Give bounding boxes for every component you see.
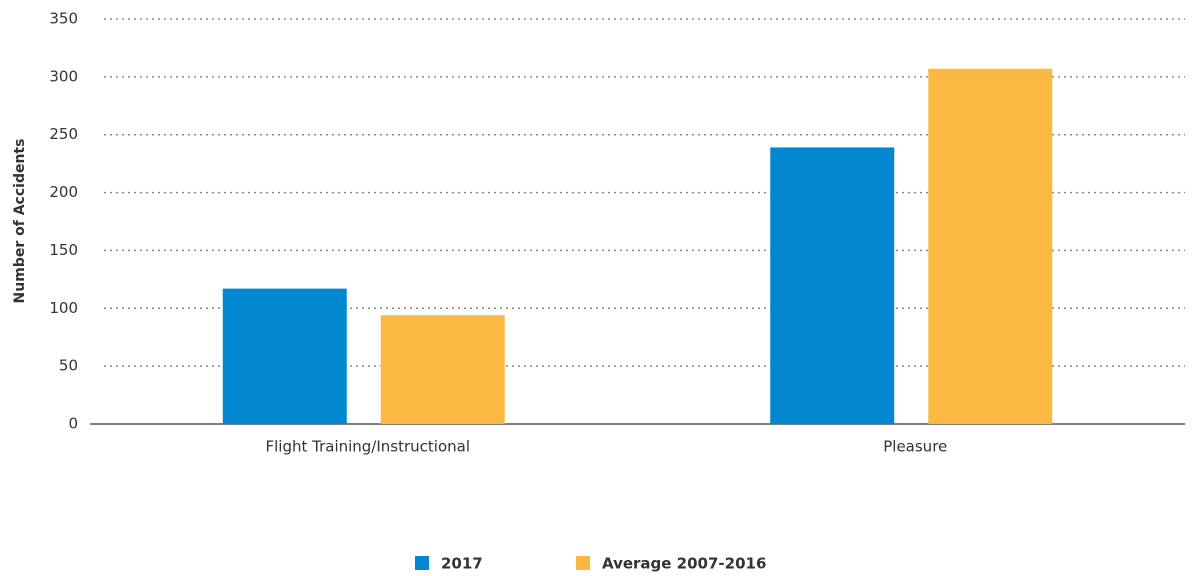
y-axis-title: Number of Accidents [12, 139, 28, 304]
x-tick-label: Flight Training/Instructional [265, 438, 470, 456]
x-tick-label: Pleasure [883, 438, 947, 456]
y-tick-label: 350 [49, 10, 78, 28]
bar [222, 288, 347, 424]
y-tick-label: 0 [68, 415, 78, 433]
y-tick-label: 300 [49, 67, 78, 85]
legend-swatch [576, 556, 590, 570]
y-tick-label: 100 [49, 299, 78, 317]
legend-label: 2017 [441, 555, 483, 573]
y-tick-label: 200 [49, 183, 78, 201]
bar [928, 68, 1053, 424]
y-tick-label: 250 [49, 125, 78, 143]
y-tick-label: 50 [59, 357, 78, 375]
bar [380, 315, 505, 424]
y-tick-label: 150 [49, 241, 78, 259]
bar [770, 147, 895, 424]
legend-label: Average 2007-2016 [602, 555, 766, 573]
legend-swatch [415, 556, 429, 570]
